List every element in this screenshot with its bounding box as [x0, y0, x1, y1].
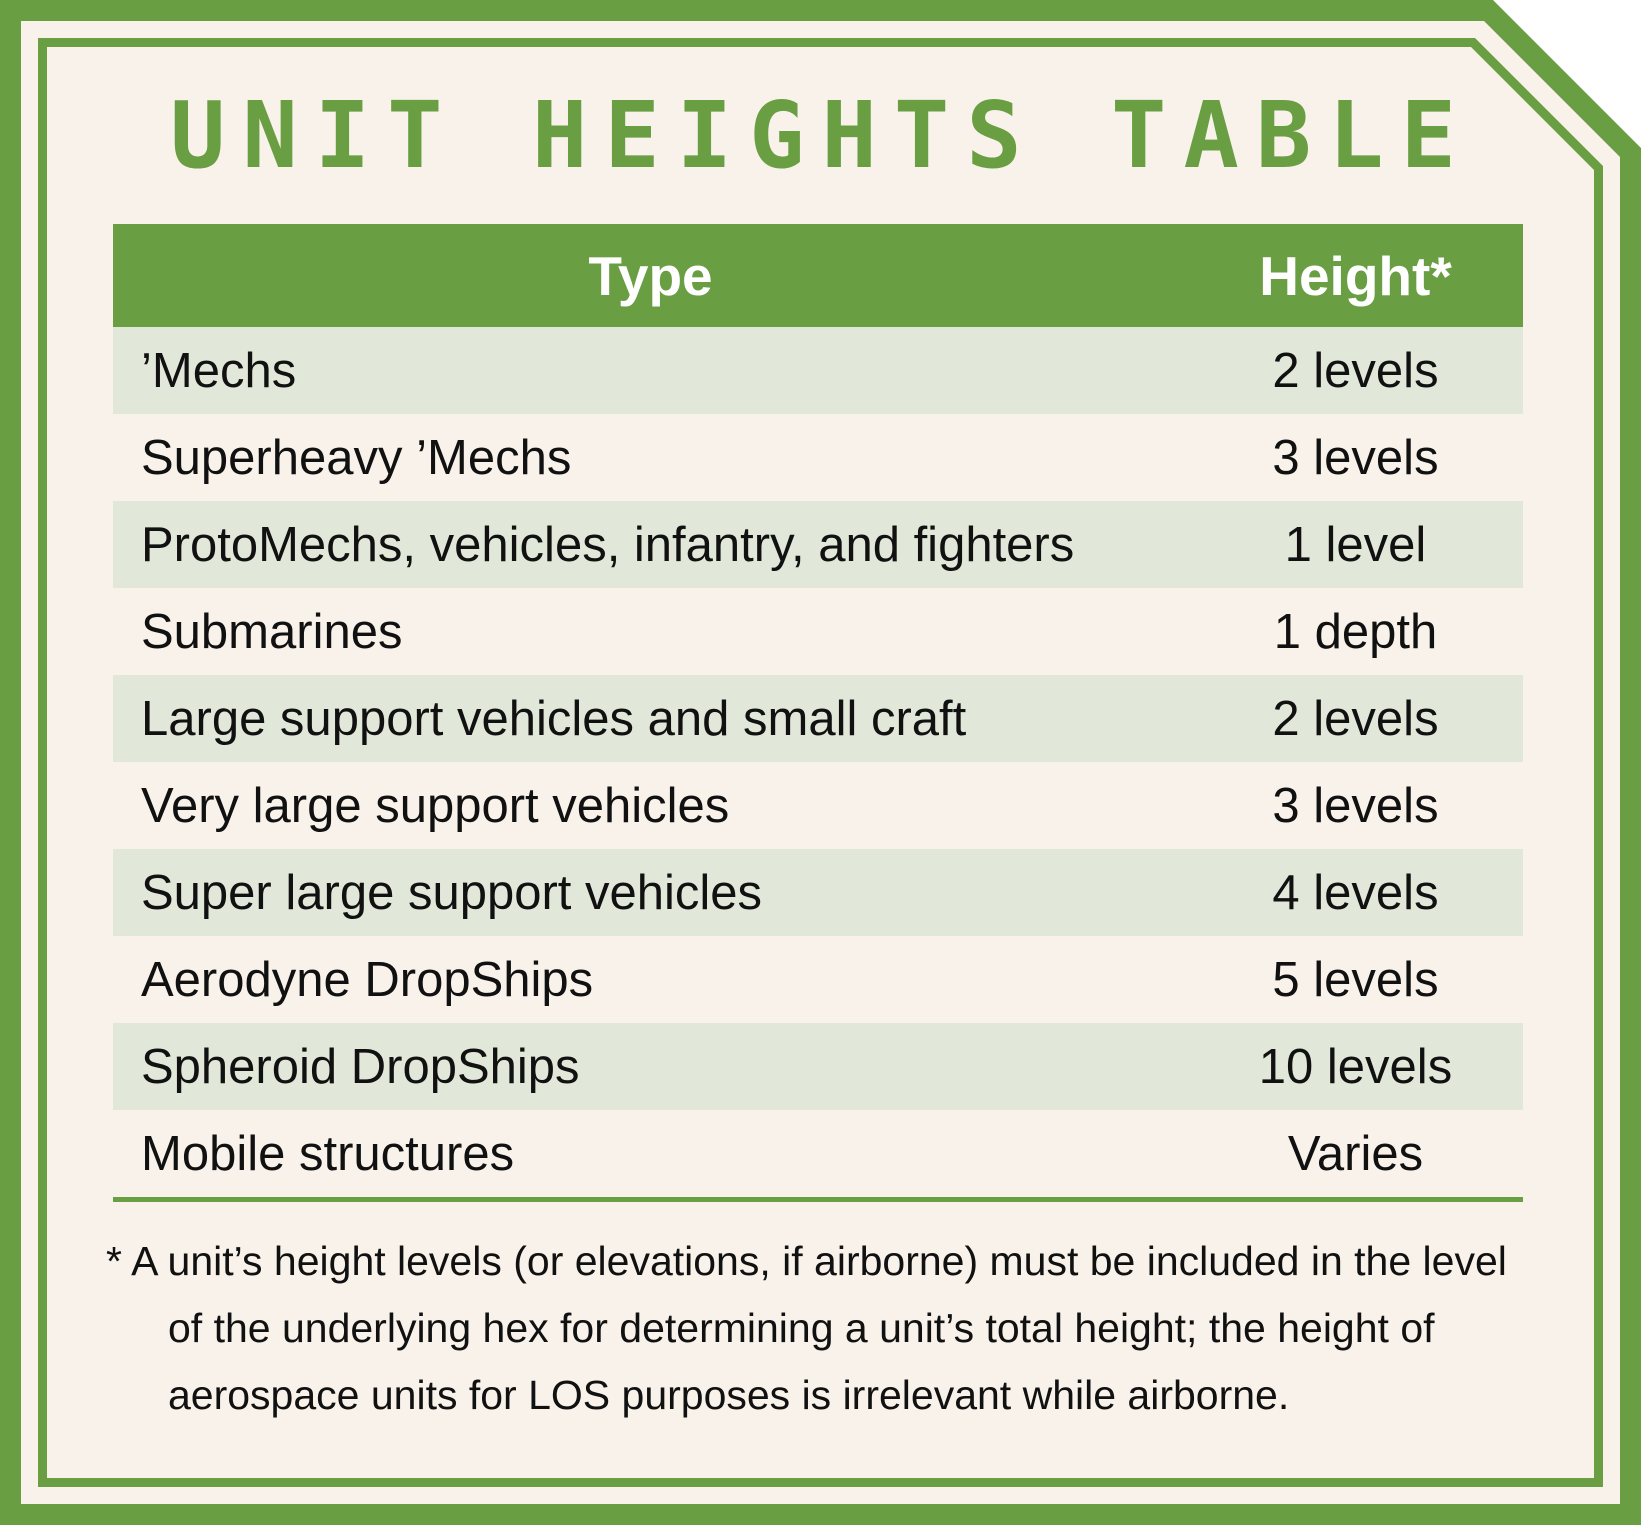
unit-height-cell: 5 levels [1272, 952, 1439, 1007]
unit-height-cell: 3 levels [1272, 430, 1439, 485]
unit-height-cell: 1 level [1188, 501, 1523, 588]
table-row: Submarines 1 depth [113, 588, 1523, 675]
unit-type-cell: Mobile structures [113, 1110, 1188, 1202]
unit-type-cell: Submarines [141, 604, 403, 659]
unit-type-cell: Spheroid DropShips [113, 1023, 1188, 1110]
unit-height-cell: 2 levels [1188, 675, 1523, 762]
unit-type-cell: Superheavy ’Mechs [141, 430, 572, 485]
unit-heights-table-container: Type Height* ’Mechs 2 levels Superheavy … [113, 224, 1523, 1202]
table-header-row: Type Height* [113, 224, 1523, 327]
table-row: Superheavy ’Mechs 3 levels [113, 414, 1523, 501]
table-row: ProtoMechs, vehicles, infantry, and figh… [113, 501, 1523, 588]
unit-height-cell: 1 depth [1273, 604, 1438, 659]
table-row: Large support vehicles and small craft 2… [113, 675, 1523, 762]
unit-type-cell: ’Mechs [113, 327, 1188, 414]
unit-type-cell: Very large support vehicles [141, 778, 730, 833]
unit-height-cell: 3 levels [1272, 778, 1439, 833]
column-header-type: Type [113, 224, 1188, 327]
unit-type-cell: Large support vehicles and small craft [113, 675, 1188, 762]
table-row: ’Mechs 2 levels [113, 327, 1523, 414]
table-footnote: * A unit’s height levels (or elevations,… [106, 1238, 1507, 1418]
table-row: Mobile structures Varies [113, 1110, 1523, 1202]
column-header-height: Height* [1188, 224, 1523, 327]
unit-height-cell: 10 levels [1188, 1023, 1523, 1110]
table-row: Spheroid DropShips 10 levels [113, 1023, 1523, 1110]
unit-height-cell: Varies [1188, 1110, 1523, 1202]
unit-type-cell: ProtoMechs, vehicles, infantry, and figh… [113, 501, 1188, 588]
table-row: Super large support vehicles 4 levels [113, 849, 1523, 936]
unit-heights-table: Type Height* ’Mechs 2 levels Superheavy … [113, 224, 1523, 1202]
table-row: Very large support vehicles 3 levels [113, 762, 1523, 849]
page-title: UNIT HEIGHTS TABLE [170, 82, 1473, 189]
unit-height-cell: 2 levels [1188, 327, 1523, 414]
table-row: Aerodyne DropShips 5 levels [113, 936, 1523, 1023]
unit-type-cell: Aerodyne DropShips [141, 952, 594, 1007]
unit-type-cell: Super large support vehicles [113, 849, 1188, 936]
unit-height-cell: 4 levels [1188, 849, 1523, 936]
